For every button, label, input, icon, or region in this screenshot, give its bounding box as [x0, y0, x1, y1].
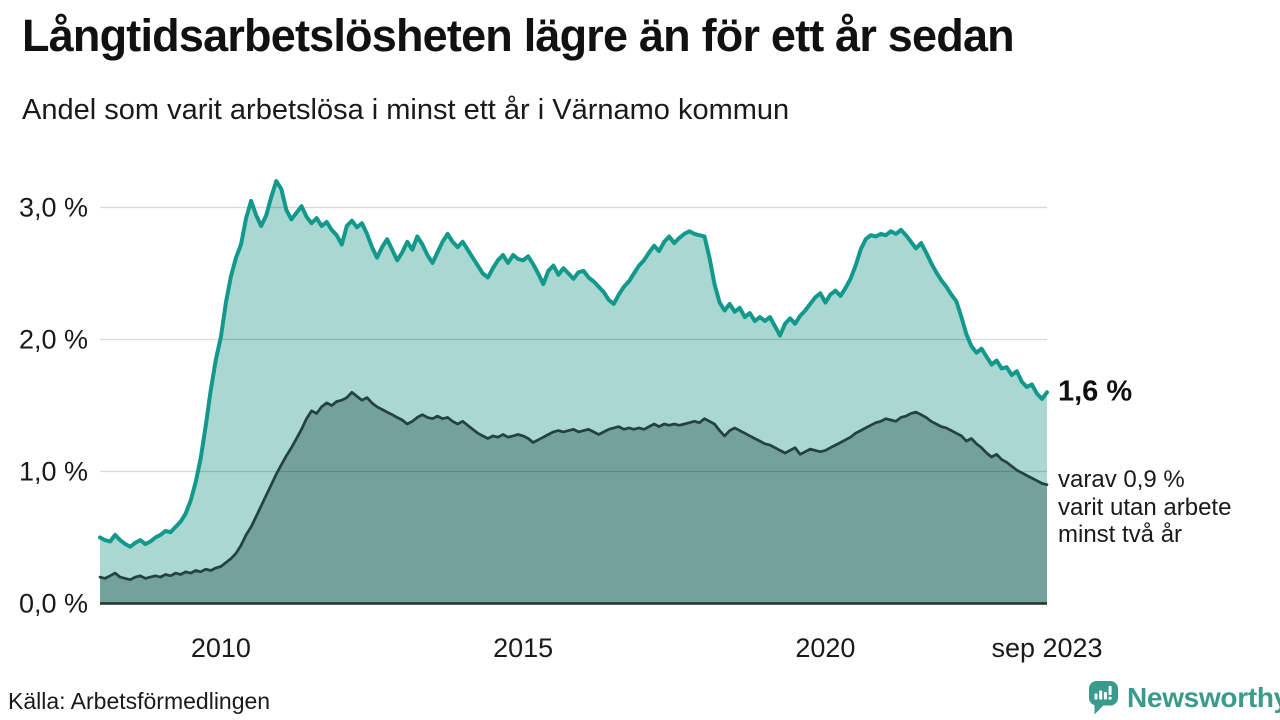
secondary-annotation: varav 0,9 % varit utan arbete minst två …: [1058, 466, 1280, 549]
series-line-0: [98, 179, 1049, 549]
x-tick-label: 2015: [493, 633, 554, 663]
annotation-line: varav 0,9 %: [1058, 466, 1185, 493]
chart-subtitle: Andel som varit arbetslösa i minst ett å…: [22, 94, 790, 126]
x-tick-label: sep 2023: [991, 633, 1103, 663]
page-title: Långtidsarbetslösheten lägre än för ett …: [22, 10, 1015, 61]
series-line-1: [98, 390, 1049, 582]
brand-name: Newsworthy: [1127, 682, 1280, 713]
y-tick-label: 2,0 %: [18, 324, 88, 354]
x-tick-label: 2010: [190, 633, 251, 663]
y-tick-label: 0,0 %: [18, 588, 88, 618]
newsworthy-bubble-icon: [1089, 681, 1118, 715]
end-value-label: 1,6 %: [1058, 375, 1133, 408]
bar-chart-glyph: [1094, 686, 1112, 700]
annotation-line: varit utan arbete: [1058, 493, 1232, 521]
annotation-line: minst två år: [1058, 521, 1183, 548]
y-tick-label: 1,0 %: [18, 456, 88, 486]
newsworthy-logo: Newsworthy: [1089, 681, 1280, 715]
area-fill-1: [100, 392, 1047, 604]
source-credit: Källa: Arbetsförmedlingen: [8, 688, 271, 714]
x-tick-label: 2020: [795, 633, 856, 663]
y-tick-label: 3,0 %: [18, 192, 88, 222]
